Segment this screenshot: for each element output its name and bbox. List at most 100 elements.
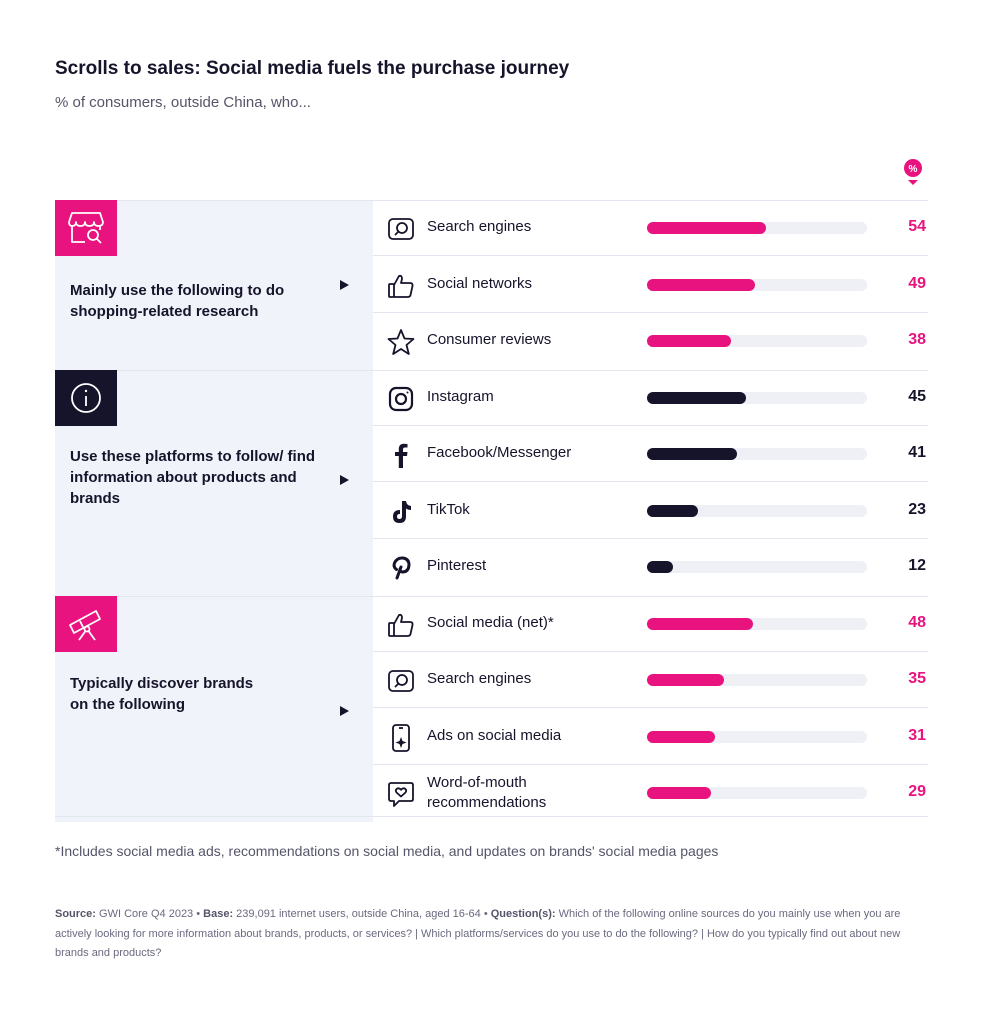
bar-track bbox=[647, 335, 867, 347]
bar-value-label: 45 bbox=[908, 387, 926, 405]
bar bbox=[647, 391, 746, 404]
chart-subtitle: % of consumers, outside China, who... bbox=[55, 94, 311, 111]
bar bbox=[647, 730, 716, 743]
bar-label: Search engines bbox=[427, 218, 532, 235]
row-divider bbox=[373, 311, 928, 313]
bar-label: Facebook/Messenger bbox=[427, 444, 572, 461]
percent-badge-circle bbox=[904, 159, 922, 177]
pinterest-icon bbox=[387, 554, 415, 582]
source-text: GWI Core Q4 2023 • bbox=[95, 908, 204, 920]
bar-value-label: 54 bbox=[908, 218, 926, 235]
bar-value-label: 35 bbox=[908, 670, 926, 687]
bar-row: Search engines 54 bbox=[373, 200, 928, 256]
bar-track bbox=[647, 448, 867, 460]
bar bbox=[647, 674, 724, 686]
percent-badge-label: % bbox=[909, 164, 918, 175]
source-note: Source: GWI Core Q4 2023 • Base: 239,091… bbox=[55, 905, 935, 964]
thumbs-up-icon bbox=[387, 611, 415, 639]
bar-track bbox=[647, 617, 867, 630]
footnote: *Includes social media ads, recommendati… bbox=[55, 843, 719, 859]
bar bbox=[647, 278, 755, 291]
bar-label: Social networks bbox=[427, 274, 533, 292]
bar bbox=[647, 617, 753, 630]
bar-label: Word-of-mouth recommendations bbox=[427, 774, 547, 811]
bar-track bbox=[647, 391, 867, 404]
bar-value-label: 49 bbox=[908, 274, 926, 292]
question-text: Which of the following online sources do… bbox=[55, 908, 901, 959]
bar-track bbox=[647, 504, 867, 517]
bar-track bbox=[647, 787, 867, 799]
bar-label: Consumer reviews bbox=[427, 331, 552, 348]
bar-row: Search engines 35 bbox=[373, 652, 928, 708]
bar-track bbox=[647, 674, 867, 686]
bar-value-label: 41 bbox=[908, 444, 926, 461]
bar-value-label: 31 bbox=[908, 726, 926, 744]
bar-row: TikTok 23 bbox=[373, 483, 928, 539]
base-text: 239,091 internet users, outside China, a… bbox=[233, 908, 491, 920]
bar-row: Social media (net)* 48 bbox=[373, 596, 928, 652]
group-arrow-icon bbox=[340, 705, 349, 716]
bar bbox=[647, 504, 698, 517]
bar-value-label: 29 bbox=[908, 783, 926, 800]
phone-sparkle-icon bbox=[387, 723, 415, 752]
bar-track bbox=[647, 278, 867, 291]
bar-label: Instagram bbox=[427, 387, 494, 405]
row-divider bbox=[373, 424, 928, 426]
base-label: Base: bbox=[203, 908, 234, 920]
question-label: Question(s): bbox=[490, 908, 556, 920]
group-divider bbox=[55, 595, 928, 597]
row-divider bbox=[373, 707, 928, 708]
bar bbox=[647, 222, 766, 234]
group-divider bbox=[55, 369, 928, 371]
group-panel: Use these platforms to follow/ find info… bbox=[55, 369, 928, 596]
bar-label: Pinterest bbox=[427, 557, 487, 574]
bar-label: Search engines bbox=[427, 670, 532, 687]
row-divider bbox=[373, 763, 928, 765]
group-arrow-icon bbox=[340, 474, 349, 485]
bar bbox=[647, 561, 674, 573]
row-divider bbox=[373, 255, 928, 256]
bar bbox=[647, 448, 738, 460]
search-icon bbox=[387, 667, 415, 695]
group-panel: Typically discover brands on the followi… bbox=[55, 595, 928, 822]
bar-value-label: 38 bbox=[908, 331, 926, 348]
group-label: Typically discover brands on the followi… bbox=[70, 674, 254, 713]
tiktok-icon bbox=[387, 498, 415, 526]
bar bbox=[647, 335, 731, 347]
instagram-icon bbox=[387, 385, 415, 413]
bar-row: Pinterest 12 bbox=[373, 539, 928, 595]
bar bbox=[647, 787, 711, 799]
source-label: Source: bbox=[55, 908, 96, 920]
star-icon bbox=[387, 328, 415, 356]
bar-row: Instagram 45 bbox=[373, 370, 928, 426]
bar-label: TikTok bbox=[427, 500, 470, 518]
bar-row: Facebook/Messenger 41 bbox=[373, 426, 928, 482]
bar-row: Word-of-mouth recommendations 29 bbox=[373, 765, 928, 821]
bar-value-label: 12 bbox=[908, 557, 926, 574]
row-divider bbox=[373, 481, 928, 482]
bar-row: Ads on social media 31 bbox=[373, 709, 928, 765]
chat-heart-icon bbox=[387, 780, 415, 808]
bar-label: Ads on social media bbox=[427, 726, 562, 744]
thumbs-up-icon bbox=[387, 272, 415, 300]
row-divider bbox=[373, 650, 928, 652]
bar-track bbox=[647, 222, 867, 234]
bar-row: Social networks 49 bbox=[373, 257, 928, 313]
group-label: Mainly use the following to do shopping-… bbox=[70, 282, 285, 320]
bar-row: Consumer reviews 38 bbox=[373, 313, 928, 369]
search-icon bbox=[387, 215, 415, 243]
group-panel: Mainly use the following to do shopping-… bbox=[55, 200, 928, 370]
telescope-icon bbox=[55, 595, 117, 652]
chart-title: Scrolls to sales: Social media fuels the… bbox=[55, 58, 570, 79]
bar-track bbox=[647, 561, 867, 573]
bar-label: Social media (net)* bbox=[427, 613, 554, 631]
group-label: Use these platforms to follow/ find info… bbox=[70, 447, 316, 507]
group-divider bbox=[55, 200, 928, 201]
bar-track bbox=[647, 730, 867, 743]
row-divider bbox=[373, 537, 928, 539]
percent-badge-pointer bbox=[908, 180, 918, 185]
bar-value-label: 48 bbox=[908, 613, 926, 631]
chart-bottom-rule bbox=[55, 816, 928, 817]
facebook-icon bbox=[387, 441, 415, 469]
info-icon bbox=[55, 369, 117, 426]
